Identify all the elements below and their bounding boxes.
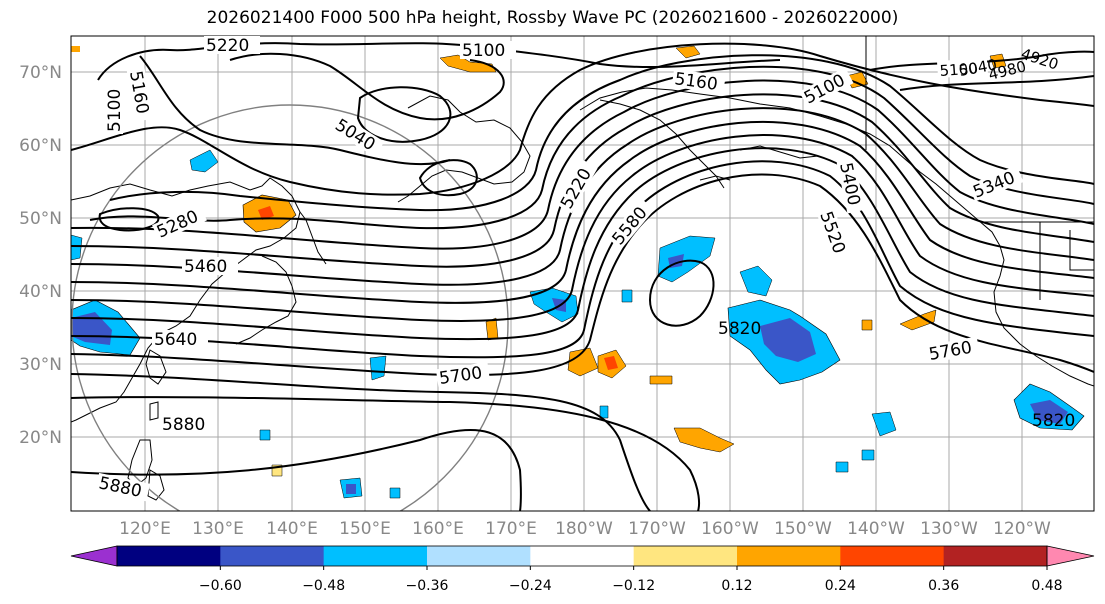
contour-label: 5100 (462, 41, 505, 61)
lat-label: 70°N (19, 63, 62, 83)
lon-label: 130°E (192, 519, 244, 539)
contour-label: 5880 (162, 415, 205, 435)
lon-label: 120°E (119, 519, 171, 539)
colorbar-cell (323, 546, 428, 566)
colorbar-cell (427, 546, 531, 566)
colorbar-extend-low (70, 545, 118, 567)
colorbar-tick-label: 0.24 (825, 578, 856, 594)
lon-label: 160°E (412, 519, 464, 539)
height-contours (71, 42, 1094, 511)
colorbar-cell (943, 546, 1048, 566)
lat-label: 30°N (19, 355, 62, 375)
lon-label: 120°W (993, 519, 1051, 539)
contour-label: 5460 (184, 257, 227, 277)
colorbar-tick-label: 0.48 (1031, 578, 1062, 594)
colorbar-tick-label: 0.12 (721, 578, 752, 594)
contour-label: 5640 (154, 330, 197, 350)
shade-pacific-blue (657, 235, 716, 283)
lon-label: 150°E (339, 519, 391, 539)
colorbar-tick-label: −0.24 (509, 578, 552, 594)
anomaly-shading (71, 45, 1085, 499)
colorbar-cell (117, 546, 221, 566)
lon-label: 180°W (555, 519, 613, 539)
lon-label: 160°W (701, 519, 759, 539)
colorbar-tick-label: −0.48 (302, 578, 345, 594)
latitude-labels: 70°N 60°N 50°N 40°N 30°N 20°N (19, 63, 62, 448)
colorbar: −0.60 −0.48 −0.36 −0.24 −0.12 0.12 0.24 0.36 0.4… (70, 545, 1095, 594)
lat-label: 50°N (19, 209, 62, 229)
colorbar-cell (737, 546, 841, 566)
colorbar-tick-label: 0.36 (928, 578, 959, 594)
lat-label: 20°N (19, 428, 62, 448)
contour-label: 5100 (939, 59, 978, 80)
lon-label: 130°W (920, 519, 978, 539)
colorbar-tick-label: −0.36 (406, 578, 449, 594)
lon-label: 170°E (485, 519, 537, 539)
domain-circle (71, 104, 509, 511)
lon-label: 170°W (628, 519, 686, 539)
contour-label: 5100 (105, 89, 125, 132)
lat-label: 60°N (19, 136, 62, 156)
map-frame (70, 35, 1095, 512)
longitude-labels: 120°E 130°E 140°E 150°E 160°E 170°E 180°… (119, 519, 1051, 539)
colorbar-cell (220, 546, 325, 566)
lon-label: 140°W (847, 519, 905, 539)
contour-label: 5820 (718, 319, 761, 339)
colorbar-cell (840, 546, 945, 566)
lon-label: 140°E (266, 519, 318, 539)
colorbar-extend-high (1046, 545, 1095, 567)
colorbar-tick-label: −0.60 (199, 578, 242, 594)
map-title: 2026021400 F000 500 hPa height, Rossby W… (206, 8, 899, 28)
colorbar-cell (633, 546, 738, 566)
colorbar-cell (530, 546, 635, 566)
gridlines (71, 36, 1094, 511)
lon-label: 150°W (774, 519, 832, 539)
contour-label: 5220 (206, 36, 249, 56)
contour-label: 5820 (1032, 411, 1075, 431)
colorbar-tick-label: −0.12 (612, 578, 655, 594)
lat-label: 40°N (19, 282, 62, 302)
